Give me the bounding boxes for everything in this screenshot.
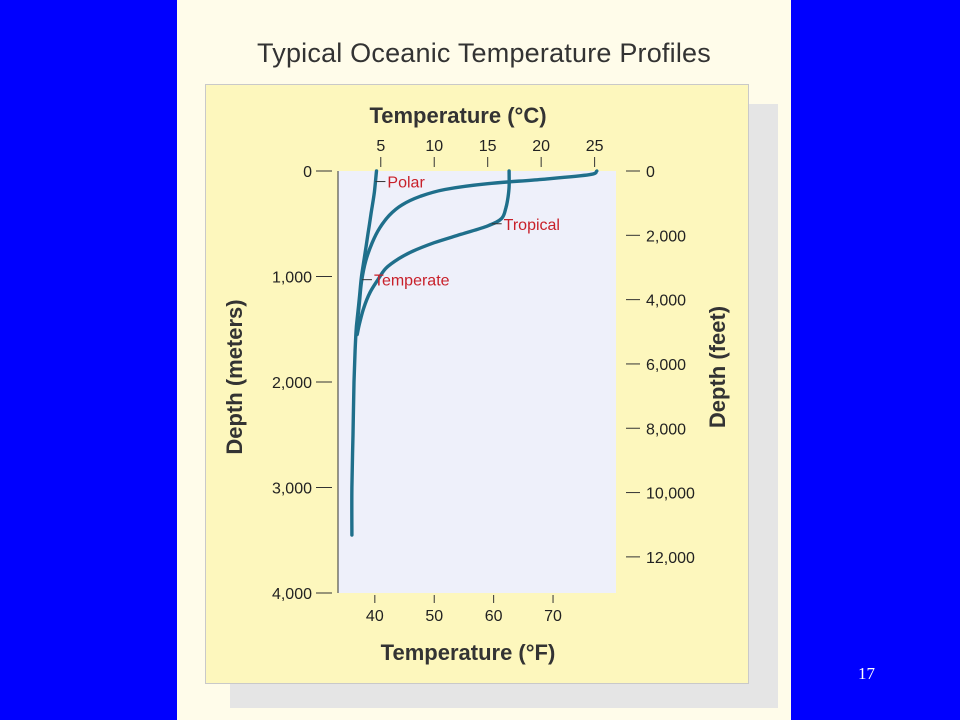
y-right-tick-label: 0 [646,164,655,181]
series-line-tropical [355,169,511,337]
series-line-temperate [354,169,599,337]
x-bottom-tick-label: 60 [485,608,503,625]
x-top-axis-title: Temperature (°C) [369,103,546,128]
y-right-axis-title: Depth (feet) [705,306,730,428]
x-top-tick-label: 20 [532,138,550,155]
series-label-polar: Polar [387,175,425,192]
x-top-tick-label: 10 [425,138,443,155]
x-bottom-axis-title: Temperature (°F) [381,640,556,665]
y-left-tick-label: 4,000 [272,586,312,603]
series-label-tropical: Tropical [504,217,560,234]
x-bottom-tick-label: 70 [544,608,562,625]
chart-title: Typical Oceanic Temperature Profiles [257,38,711,68]
y-right-tick-label: 2,000 [646,228,686,245]
temperature-profile-chart: 5 10 15 20 25 40 50 60 70 0 1,000 2,000 3,000 4,000 0 2… [222,103,730,665]
y-left-tick-label: 0 [303,164,312,181]
slide-panel: Typical Oceanic Temperature Profiles 5 10… [177,0,791,720]
y-right-tick-label: 8,000 [646,421,686,438]
y-left-axis-title: Depth (meters) [222,299,247,454]
x-top-tick-label: 25 [586,138,604,155]
y-right-tick-label: 6,000 [646,357,686,374]
x-top-tick-label: 5 [376,138,385,155]
x-bottom-tick-label: 50 [425,608,443,625]
y-right-tick-label: 10,000 [646,486,695,503]
plot-area [338,171,616,593]
x-top-tick-label: 15 [479,138,497,155]
y-right-tick-label: 12,000 [646,550,695,567]
y-left-tick-label: 1,000 [272,270,312,287]
series-label-temperate: Temperate [374,273,450,290]
y-left-tick-label: 2,000 [272,375,312,392]
page-number: 17 [858,664,875,683]
x-bottom-tick-label: 40 [366,608,384,625]
y-left-tick-label: 3,000 [272,481,312,498]
y-right-tick-label: 4,000 [646,293,686,310]
chart-frame: 5 10 15 20 25 40 50 60 70 0 1,000 2,000 3,000 4,000 0 2… [205,84,749,684]
